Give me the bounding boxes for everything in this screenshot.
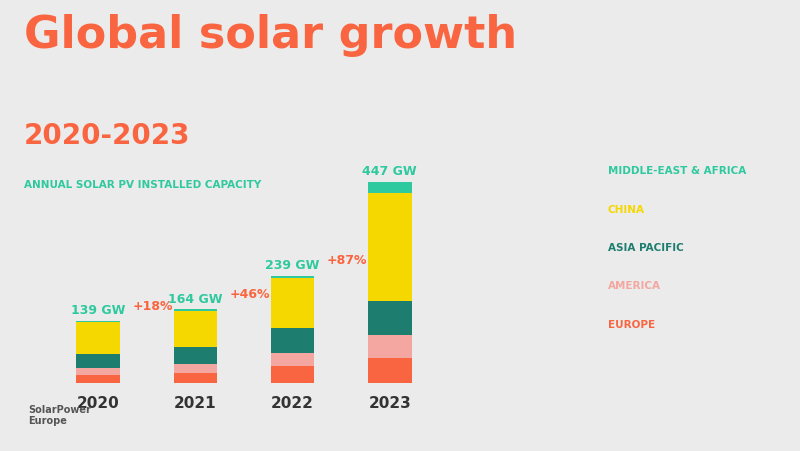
Text: 2020: 2020 xyxy=(77,396,120,411)
Text: 2020-2023: 2020-2023 xyxy=(24,122,190,150)
Bar xyxy=(77,322,120,354)
Bar xyxy=(174,311,218,347)
Text: 139 GW: 139 GW xyxy=(71,304,126,317)
Bar xyxy=(77,375,120,383)
Text: MIDDLE-EAST & AFRICA: MIDDLE-EAST & AFRICA xyxy=(608,166,746,176)
Text: +18%: +18% xyxy=(132,299,173,313)
Text: +46%: +46% xyxy=(230,288,270,301)
Bar xyxy=(174,347,218,364)
Text: +87%: +87% xyxy=(326,254,367,267)
Bar xyxy=(174,309,218,311)
Bar xyxy=(174,373,218,383)
Text: 164 GW: 164 GW xyxy=(168,293,222,306)
Text: CHINA: CHINA xyxy=(608,205,645,215)
Text: ASIA PACIFIC: ASIA PACIFIC xyxy=(608,243,684,253)
Text: SolarPower
Europe: SolarPower Europe xyxy=(28,405,91,426)
Text: 2023: 2023 xyxy=(368,396,411,411)
Bar xyxy=(270,276,314,278)
Bar xyxy=(77,368,120,375)
Bar xyxy=(77,321,120,322)
Bar xyxy=(368,182,411,193)
Bar xyxy=(174,364,218,373)
Text: 2022: 2022 xyxy=(271,396,314,411)
Bar xyxy=(77,354,120,368)
Bar xyxy=(270,366,314,383)
Bar xyxy=(270,278,314,328)
Bar xyxy=(270,353,314,366)
Text: AMERICA: AMERICA xyxy=(608,281,661,291)
Text: 2021: 2021 xyxy=(174,396,217,411)
Text: 447 GW: 447 GW xyxy=(362,165,417,178)
Bar xyxy=(270,328,314,353)
Bar xyxy=(368,335,411,358)
Text: Global solar growth: Global solar growth xyxy=(24,14,517,56)
Text: ANNUAL SOLAR PV INSTALLED CAPACITY: ANNUAL SOLAR PV INSTALLED CAPACITY xyxy=(24,180,262,190)
Text: 239 GW: 239 GW xyxy=(266,259,320,272)
Bar xyxy=(368,193,411,301)
Bar xyxy=(368,301,411,335)
Bar xyxy=(368,358,411,383)
Text: EUROPE: EUROPE xyxy=(608,320,655,330)
